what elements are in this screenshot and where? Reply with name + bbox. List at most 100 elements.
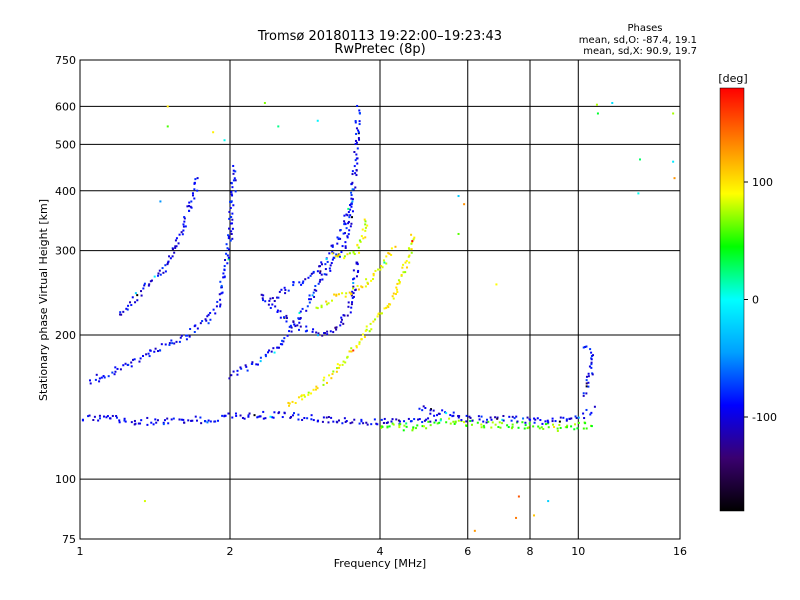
data-point bbox=[469, 416, 472, 419]
data-point bbox=[516, 420, 519, 423]
data-point bbox=[324, 268, 327, 271]
data-point bbox=[356, 104, 359, 107]
data-point bbox=[582, 412, 585, 415]
phase-stats-title: Phases bbox=[627, 23, 662, 34]
data-point bbox=[184, 225, 187, 228]
data-point bbox=[377, 312, 380, 315]
data-point bbox=[364, 229, 367, 232]
data-point bbox=[133, 423, 136, 426]
data-point bbox=[140, 290, 143, 293]
data-point bbox=[337, 366, 340, 369]
data-point bbox=[321, 334, 324, 337]
data-point bbox=[159, 349, 162, 352]
data-point bbox=[268, 349, 271, 352]
data-point bbox=[250, 362, 253, 365]
data-point bbox=[341, 363, 344, 366]
data-point bbox=[358, 343, 361, 346]
data-point bbox=[672, 160, 675, 163]
x-tick-label: 10 bbox=[571, 545, 585, 558]
data-point bbox=[339, 228, 342, 231]
data-point bbox=[314, 285, 317, 288]
data-point bbox=[356, 261, 359, 264]
data-point bbox=[315, 289, 318, 292]
data-point bbox=[88, 379, 91, 382]
data-point bbox=[184, 334, 187, 337]
data-point bbox=[114, 370, 117, 373]
data-point bbox=[439, 418, 442, 421]
data-point bbox=[595, 103, 598, 106]
data-point bbox=[353, 150, 356, 153]
data-point bbox=[590, 366, 593, 369]
data-point bbox=[433, 414, 436, 417]
data-point bbox=[234, 412, 237, 415]
data-point bbox=[380, 265, 383, 268]
data-point bbox=[382, 259, 385, 262]
data-point bbox=[430, 408, 433, 411]
data-point bbox=[188, 201, 191, 204]
data-point bbox=[150, 421, 153, 424]
data-point bbox=[102, 375, 105, 378]
data-point bbox=[157, 272, 160, 275]
data-point bbox=[236, 369, 239, 372]
data-point bbox=[288, 325, 291, 328]
data-point bbox=[305, 325, 308, 328]
data-point bbox=[158, 269, 161, 272]
data-point bbox=[390, 420, 393, 423]
data-point bbox=[301, 418, 304, 421]
data-point bbox=[344, 241, 347, 244]
data-point bbox=[140, 294, 143, 297]
data-point bbox=[347, 301, 350, 304]
data-point bbox=[342, 360, 345, 363]
data-point bbox=[611, 101, 614, 104]
data-point bbox=[566, 424, 569, 427]
data-point bbox=[276, 296, 279, 299]
data-point bbox=[127, 304, 130, 307]
data-point bbox=[332, 420, 335, 423]
data-point bbox=[356, 270, 359, 273]
data-point bbox=[319, 278, 322, 281]
data-point bbox=[122, 364, 125, 367]
data-point bbox=[502, 419, 505, 422]
data-point bbox=[130, 421, 133, 424]
data-point bbox=[111, 371, 114, 374]
data-point bbox=[405, 266, 408, 269]
data-point bbox=[491, 421, 494, 424]
data-point bbox=[366, 282, 369, 285]
data-point bbox=[553, 425, 556, 428]
data-point bbox=[116, 367, 119, 370]
y-tick-label: 100 bbox=[55, 473, 76, 486]
data-point bbox=[164, 264, 167, 267]
data-point bbox=[148, 283, 151, 286]
data-point bbox=[344, 232, 347, 235]
data-point bbox=[312, 328, 315, 331]
data-point bbox=[320, 304, 323, 307]
y-tick-label: 300 bbox=[55, 245, 76, 258]
data-point bbox=[283, 316, 286, 319]
data-point bbox=[303, 394, 306, 397]
data-point bbox=[515, 415, 518, 418]
data-point bbox=[350, 197, 353, 200]
data-point bbox=[351, 181, 354, 184]
data-point bbox=[551, 417, 554, 420]
data-point bbox=[593, 405, 596, 408]
data-point bbox=[173, 342, 176, 345]
data-point bbox=[231, 212, 234, 215]
data-point bbox=[308, 301, 311, 304]
data-point bbox=[589, 413, 592, 416]
data-point bbox=[166, 105, 169, 108]
data-point bbox=[334, 326, 337, 329]
data-point bbox=[401, 266, 404, 269]
data-point bbox=[170, 339, 173, 342]
data-point bbox=[123, 417, 126, 420]
y-axis-ticks: 75 100 200 300 400 500 600 750 bbox=[55, 54, 76, 546]
data-point bbox=[469, 420, 472, 423]
data-point bbox=[297, 418, 300, 421]
data-point bbox=[316, 119, 319, 122]
data-point bbox=[259, 360, 262, 363]
data-point bbox=[247, 415, 250, 418]
data-point bbox=[353, 253, 356, 256]
data-point bbox=[559, 416, 562, 419]
data-point bbox=[262, 299, 265, 302]
data-point bbox=[425, 418, 428, 421]
data-point bbox=[372, 272, 375, 275]
